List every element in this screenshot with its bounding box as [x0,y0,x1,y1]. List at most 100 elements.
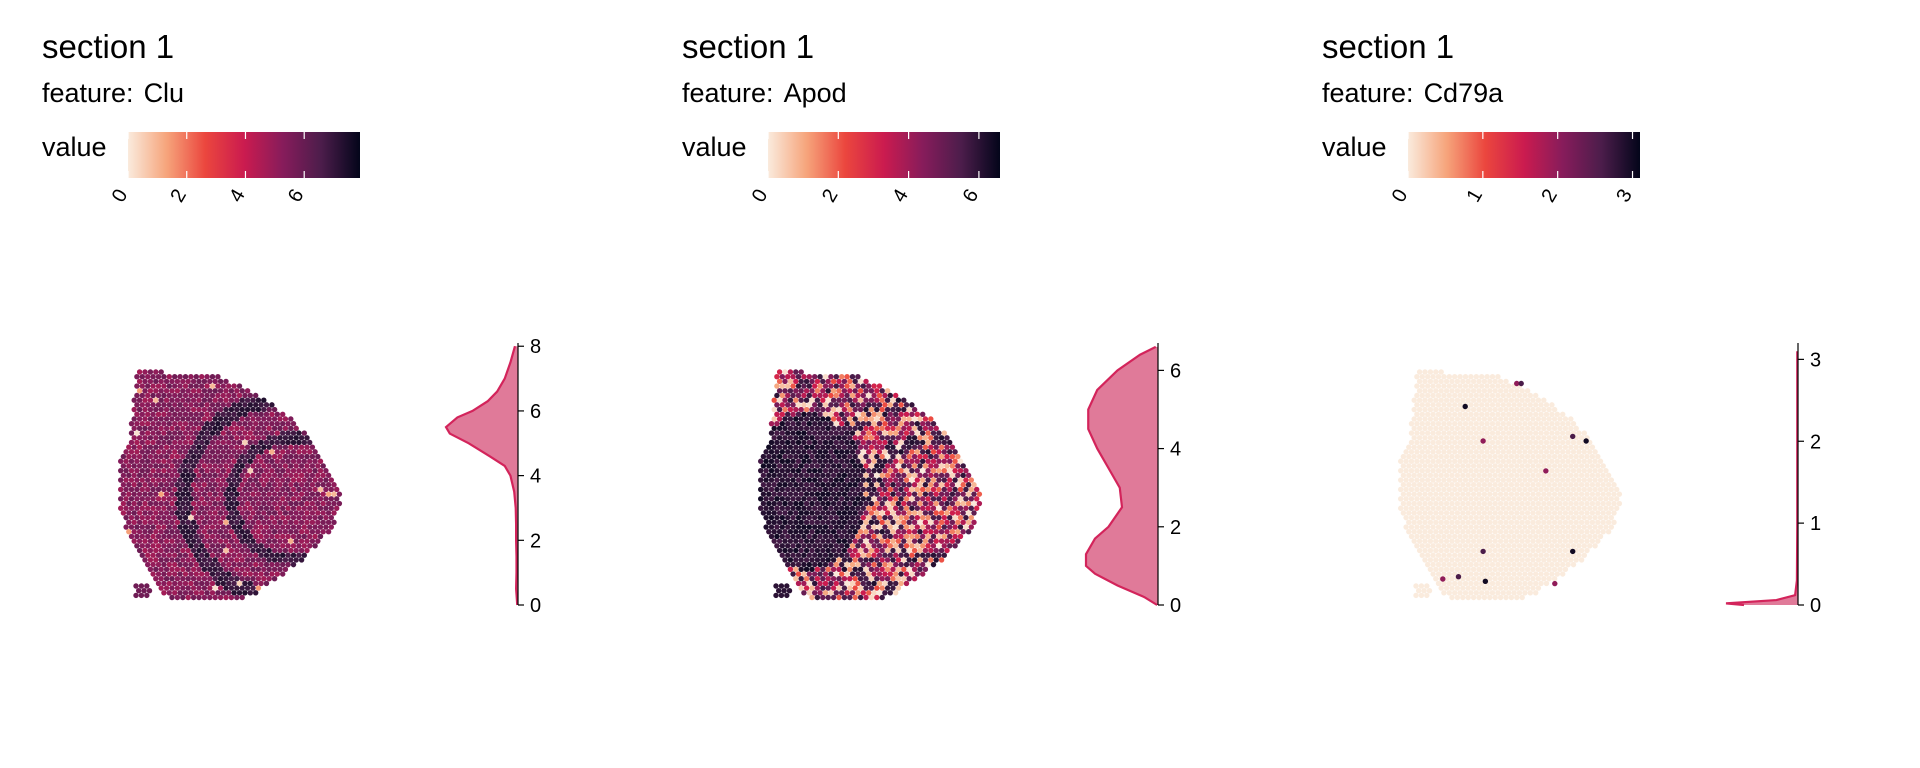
spot [220,420,226,427]
spot [155,524,162,530]
spot [174,529,181,535]
spot [201,453,208,460]
spot [1492,594,1498,601]
spot [758,458,764,464]
spot [190,444,197,450]
spot [849,514,856,521]
spot [1425,505,1431,511]
spot [196,510,202,516]
spot [1503,491,1509,497]
spot [1570,524,1577,530]
spot [868,435,875,441]
spot [866,439,872,446]
spot [1522,420,1528,427]
spot [172,505,178,511]
spot [763,524,769,530]
spot [925,458,931,464]
spot [139,458,145,464]
spot [1454,500,1461,507]
spot [882,486,888,493]
spot [957,514,964,521]
spot [874,547,880,554]
spot [166,524,172,530]
spot [1403,524,1409,530]
spot [806,467,812,474]
spot [280,486,286,493]
spot [782,557,788,563]
spot [944,491,950,497]
spot [1462,505,1469,511]
spot [1533,411,1539,417]
spot [806,402,812,408]
spot [855,411,861,417]
spot [893,392,899,399]
spot [1530,453,1536,460]
spot [271,576,278,582]
spot [898,477,904,483]
spot [136,587,142,594]
spot [836,397,842,403]
spot [1557,472,1563,479]
spot [866,411,872,417]
spot [1546,576,1552,582]
spot [793,378,799,385]
spot [1419,430,1426,436]
spot [795,439,802,446]
spot [136,369,143,375]
spot [155,552,162,558]
spot [1473,552,1480,558]
spot [1584,491,1590,497]
spot [1454,491,1461,497]
spot [1533,420,1539,427]
spot [1414,449,1420,455]
highlight-spot [1543,468,1549,474]
spot [938,482,945,488]
spot [290,477,297,483]
spot [852,472,858,479]
spot [1568,519,1574,526]
spot [201,397,208,403]
spot [1557,491,1563,497]
spot [155,571,162,577]
spot [920,439,926,446]
spot [779,467,785,474]
spot [1413,583,1419,589]
spot [963,505,969,511]
spot [182,392,189,399]
spot [153,397,159,403]
spot [1538,458,1544,464]
spot [1503,557,1509,563]
spot [814,594,821,601]
spot [776,482,783,488]
spot [941,524,947,530]
spot [1576,543,1582,549]
spot [158,406,164,413]
spot [795,486,802,493]
spot [236,430,243,436]
spot [1446,514,1453,521]
spot [1484,571,1490,577]
spot [1430,505,1436,511]
spot [188,458,194,464]
spot [1589,444,1596,450]
spot [1508,557,1515,563]
spot [269,524,275,530]
spot [1549,552,1555,558]
spot [928,425,934,432]
spot [182,505,189,511]
spot [1522,552,1528,558]
spot [833,533,839,540]
spot [266,547,272,554]
spot [833,552,839,558]
spot [188,411,194,417]
spot [1411,397,1417,403]
spot [768,496,775,502]
spot [239,397,245,403]
spot [201,388,208,394]
spot [190,435,197,441]
spot [879,576,885,582]
spot [199,533,205,540]
spot [798,566,804,573]
spot [1430,373,1436,380]
spot [944,500,950,507]
